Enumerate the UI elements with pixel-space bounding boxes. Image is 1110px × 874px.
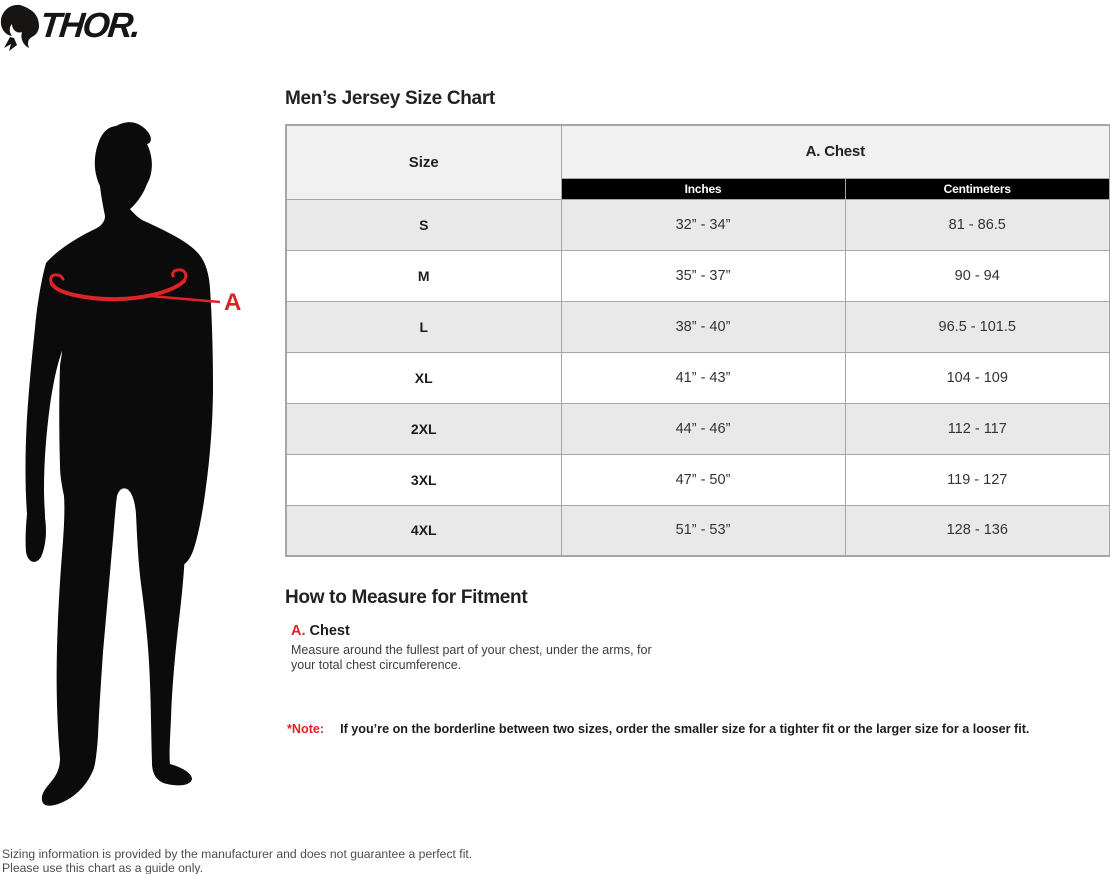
table-row: L 38” - 40” 96.5 - 101.5 [285,300,1110,353]
note-text: If you’re on the borderline between two … [340,722,1030,736]
inches-value: 44” - 46” [560,402,846,455]
column-header-centimeters: Centimeters [844,177,1110,200]
measure-letter: A. [291,623,306,639]
size-label: M [285,249,562,302]
inches-value: 47” - 50” [560,453,846,506]
centimeters-value: 104 - 109 [844,351,1110,404]
inches-value: 38” - 40” [560,300,846,353]
body-measurement-figure: A [0,118,250,818]
thor-goat-icon [0,4,40,51]
table-row: 2XL 44” - 46” 112 - 117 [285,402,1110,455]
size-label: 2XL [285,402,562,455]
centimeters-value: 81 - 86.5 [844,198,1110,251]
table-header-row: Size A. Chest [285,124,1110,200]
size-label: L [285,300,562,353]
sizing-note: *Note: If you’re on the borderline betwee… [287,722,1029,736]
size-label: S [285,198,562,251]
table-row: 4XL 51” - 53” 128 - 136 [285,504,1110,557]
centimeters-value: 96.5 - 101.5 [844,300,1110,353]
table-row: S 32” - 34” 81 - 86.5 [285,198,1110,251]
disclaimer-line-1: Sizing information is provided by the ma… [2,847,473,861]
note-label: *Note: [287,722,325,736]
column-header-chest: A. Chest [560,124,1110,179]
centimeters-value: 112 - 117 [844,402,1110,455]
size-label: XL [285,351,562,404]
chest-measurement-arrow [49,268,221,304]
measure-item-chest: A. Chest Measure around the fullest part … [291,623,691,674]
male-silhouette [25,122,213,806]
table-row: M 35” - 37” 90 - 94 [285,249,1110,302]
centimeters-value: 128 - 136 [844,504,1110,557]
measure-item-title: A. Chest [291,623,691,639]
figure-label-a: A [224,289,241,316]
inches-value: 41” - 43” [560,351,846,404]
size-label: 3XL [285,453,562,506]
inches-value: 51” - 53” [560,504,846,557]
table-row: 3XL 47” - 50” 119 - 127 [285,453,1110,506]
inches-value: 32” - 34” [560,198,846,251]
size-label: 4XL [285,504,562,557]
size-chart-table: Size A. Chest Inches Centimeters S 32” -… [285,124,1110,557]
centimeters-value: 119 - 127 [844,453,1110,506]
table-row: XL 41” - 43” 104 - 109 [285,351,1110,404]
page-title: Men’s Jersey Size Chart [285,88,495,109]
disclaimer-footer: Sizing information is provided by the ma… [2,847,472,874]
measure-section-heading: How to Measure for Fitment [285,587,528,608]
thor-logo: THOR. [0,2,141,58]
column-header-size: Size [285,124,562,200]
inches-value: 35” - 37” [560,249,846,302]
measure-name: Chest [309,623,350,639]
measure-description: Measure around the fullest part of your … [291,643,652,673]
disclaimer-line-2: Please use this chart as a guide only. [2,861,203,874]
thor-logo-text: THOR. [38,6,141,45]
column-header-inches: Inches [560,177,846,200]
centimeters-value: 90 - 94 [844,249,1110,302]
